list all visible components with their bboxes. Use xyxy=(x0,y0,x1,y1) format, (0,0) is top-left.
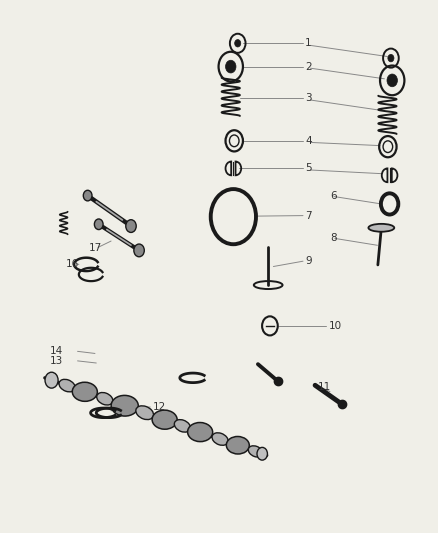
Text: 5: 5 xyxy=(305,164,312,173)
Ellipse shape xyxy=(187,423,213,442)
Ellipse shape xyxy=(368,224,394,232)
Ellipse shape xyxy=(174,419,191,432)
Text: 14: 14 xyxy=(50,346,64,357)
Ellipse shape xyxy=(226,437,249,454)
Text: 9: 9 xyxy=(305,256,312,266)
Text: 10: 10 xyxy=(328,321,342,331)
Text: 17: 17 xyxy=(88,243,102,253)
Ellipse shape xyxy=(136,406,154,419)
Circle shape xyxy=(126,220,136,232)
Text: 7: 7 xyxy=(305,211,312,221)
Ellipse shape xyxy=(111,395,138,416)
Ellipse shape xyxy=(152,410,177,429)
Circle shape xyxy=(257,447,268,460)
Text: 2: 2 xyxy=(305,62,312,71)
Text: 3: 3 xyxy=(305,93,312,103)
Circle shape xyxy=(83,190,92,201)
Circle shape xyxy=(45,372,58,388)
Ellipse shape xyxy=(59,379,75,392)
Circle shape xyxy=(235,39,241,47)
Circle shape xyxy=(94,219,103,230)
Ellipse shape xyxy=(97,392,113,405)
Text: 16: 16 xyxy=(66,259,79,269)
Text: 4: 4 xyxy=(305,136,312,146)
Circle shape xyxy=(134,244,144,257)
Ellipse shape xyxy=(72,382,97,401)
Text: 6: 6 xyxy=(330,191,337,201)
Text: 12: 12 xyxy=(152,402,166,412)
Ellipse shape xyxy=(212,433,228,445)
Circle shape xyxy=(388,54,394,62)
Circle shape xyxy=(226,60,236,73)
Text: 1: 1 xyxy=(305,38,312,49)
Text: 11: 11 xyxy=(318,382,332,392)
Text: 13: 13 xyxy=(50,356,64,366)
Ellipse shape xyxy=(248,446,263,457)
Text: 8: 8 xyxy=(330,233,337,244)
Circle shape xyxy=(387,74,397,87)
